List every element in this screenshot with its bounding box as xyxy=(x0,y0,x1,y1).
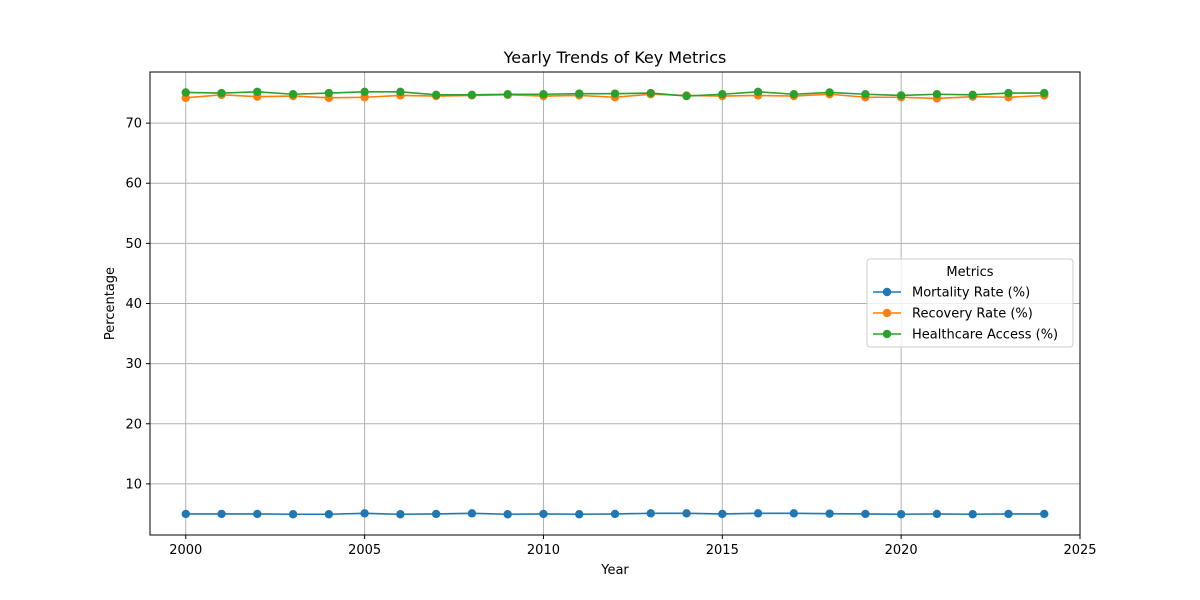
series-0 xyxy=(181,509,1049,519)
y-tick-label: 10 xyxy=(125,477,142,492)
data-point xyxy=(968,90,977,100)
plot-area-frame xyxy=(149,71,1081,536)
data-point xyxy=(217,88,226,98)
legend-item-2: Healthcare Access (%) xyxy=(873,328,1058,343)
data-point xyxy=(575,510,584,519)
data-point xyxy=(360,87,369,97)
legend-items: Mortality Rate (%) Recovery Rate (%) Healt… xyxy=(873,286,1058,343)
data-point xyxy=(968,510,977,519)
data-point xyxy=(539,90,548,99)
data-point xyxy=(503,510,512,519)
data-point xyxy=(288,90,298,99)
legend-swatch-marker xyxy=(882,287,892,297)
data-point xyxy=(431,509,441,519)
data-point xyxy=(539,509,548,519)
data-point xyxy=(718,90,727,99)
data-point xyxy=(932,509,942,519)
chart-title: Yearly Trends of Key Metrics xyxy=(503,48,727,67)
y-tick-label: 60 xyxy=(125,177,142,192)
data-point xyxy=(718,509,727,519)
x-tick-label: 2010 xyxy=(527,543,560,558)
data-point xyxy=(610,89,620,98)
data-point xyxy=(253,87,262,97)
y-tick-label: 30 xyxy=(125,357,142,372)
data-point xyxy=(646,509,655,518)
data-point xyxy=(1040,88,1049,98)
data-point xyxy=(467,509,477,518)
data-point xyxy=(646,88,655,98)
y-tick-label: 70 xyxy=(125,117,142,132)
data-point xyxy=(360,509,369,518)
legend-label: Mortality Rate (%) xyxy=(912,286,1030,301)
y-tick-label: 40 xyxy=(125,297,142,312)
y-tick-label: 50 xyxy=(125,237,142,252)
data-point xyxy=(825,88,834,97)
data-point xyxy=(324,510,334,519)
data-point xyxy=(789,90,799,99)
data-point xyxy=(181,88,190,97)
y-tick-label: 20 xyxy=(125,417,142,432)
x-tick-label: 2025 xyxy=(1063,543,1096,558)
data-point xyxy=(467,90,477,100)
legend-label: Recovery Rate (%) xyxy=(912,307,1033,322)
data-point xyxy=(753,509,763,518)
data-point xyxy=(431,90,441,100)
data-point xyxy=(1004,88,1013,98)
legend: Metrics Mortality Rate (%) Recovery Rate … xyxy=(866,258,1074,348)
data-point xyxy=(181,509,190,519)
data-point xyxy=(503,90,512,99)
data-point xyxy=(825,509,834,518)
series-lines xyxy=(181,87,1049,519)
data-point xyxy=(682,509,691,518)
data-point xyxy=(789,509,799,518)
data-point xyxy=(682,91,691,101)
legend-swatch-marker xyxy=(882,329,892,339)
data-point xyxy=(288,510,298,519)
data-point xyxy=(324,88,334,98)
legend-item-0: Mortality Rate (%) xyxy=(873,286,1030,301)
x-tick-label: 2000 xyxy=(169,543,202,558)
data-point xyxy=(932,90,942,99)
data-point xyxy=(861,90,870,99)
y-axis-title: Percentage xyxy=(103,267,118,340)
x-axis-ticks: 2000 2005 2010 2015 2020 2025 xyxy=(169,535,1097,558)
legend-box xyxy=(866,258,1074,348)
data-point xyxy=(253,509,262,519)
legend-swatch-marker xyxy=(882,308,892,318)
data-point xyxy=(861,509,870,519)
data-point xyxy=(217,509,226,519)
data-point xyxy=(1004,509,1013,519)
data-point xyxy=(896,91,906,100)
legend-item-1: Recovery Rate (%) xyxy=(873,307,1033,322)
data-point xyxy=(396,87,405,97)
data-point xyxy=(575,89,584,98)
data-point xyxy=(610,509,620,519)
legend-label: Healthcare Access (%) xyxy=(912,328,1058,343)
data-point xyxy=(753,87,763,97)
data-point xyxy=(896,510,906,519)
x-tick-label: 2015 xyxy=(706,543,739,558)
y-axis-ticks: 10 20 30 40 50 60 70 xyxy=(125,117,150,492)
x-axis-title: Year xyxy=(600,563,629,578)
x-tick-label: 2020 xyxy=(885,543,918,558)
x-tick-label: 2005 xyxy=(348,543,381,558)
legend-title: Metrics xyxy=(946,265,993,280)
data-point xyxy=(1040,509,1049,519)
series-2 xyxy=(181,87,1049,101)
data-point xyxy=(396,510,405,519)
